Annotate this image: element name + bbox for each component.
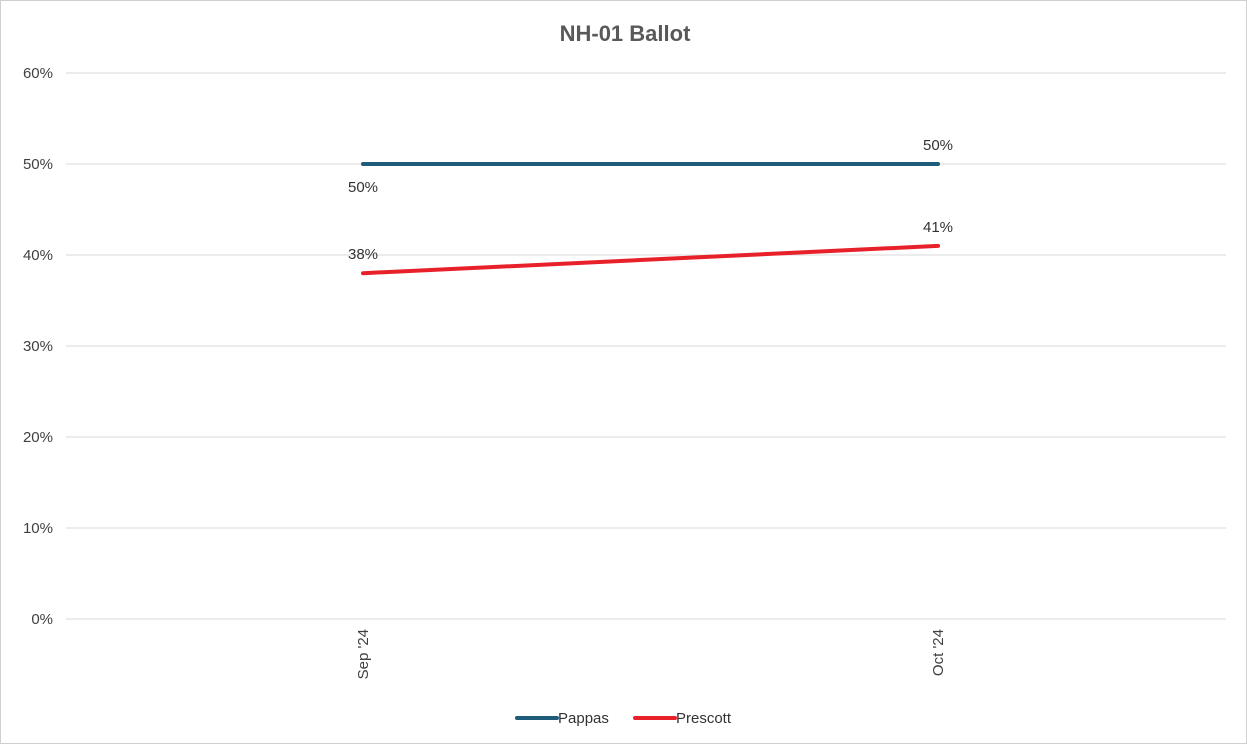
data-label-prescott: 41%: [923, 219, 953, 236]
data-label-prescott: 38%: [348, 246, 378, 263]
y-tick-label: 10%: [23, 520, 53, 537]
legend-label-prescott: Prescott: [676, 710, 732, 727]
chart-title: NH-01 Ballot: [560, 21, 691, 46]
data-labels: 50% 50% 38% 41%: [348, 137, 953, 263]
x-axis-ticks: Sep '24 Oct '24: [355, 629, 947, 679]
y-tick-label: 50%: [23, 156, 53, 173]
y-tick-label: 60%: [23, 65, 53, 82]
x-tick-label: Sep '24: [355, 629, 372, 679]
data-label-pappas: 50%: [923, 137, 953, 154]
series-layer: [361, 162, 940, 276]
y-tick-label: 30%: [23, 338, 53, 355]
y-tick-label: 0%: [31, 611, 53, 628]
y-tick-label: 40%: [23, 247, 53, 264]
x-tick-label: Oct '24: [930, 629, 947, 676]
y-axis-ticks: 0% 10% 20% 30% 40% 50% 60%: [23, 65, 53, 628]
data-label-pappas: 50%: [348, 179, 378, 196]
grid-layer: [66, 72, 1226, 620]
y-tick-label: 20%: [23, 429, 53, 446]
legend: Pappas Prescott: [515, 710, 732, 727]
series-line-prescott: [361, 243, 940, 276]
legend-label-pappas: Pappas: [558, 710, 609, 727]
